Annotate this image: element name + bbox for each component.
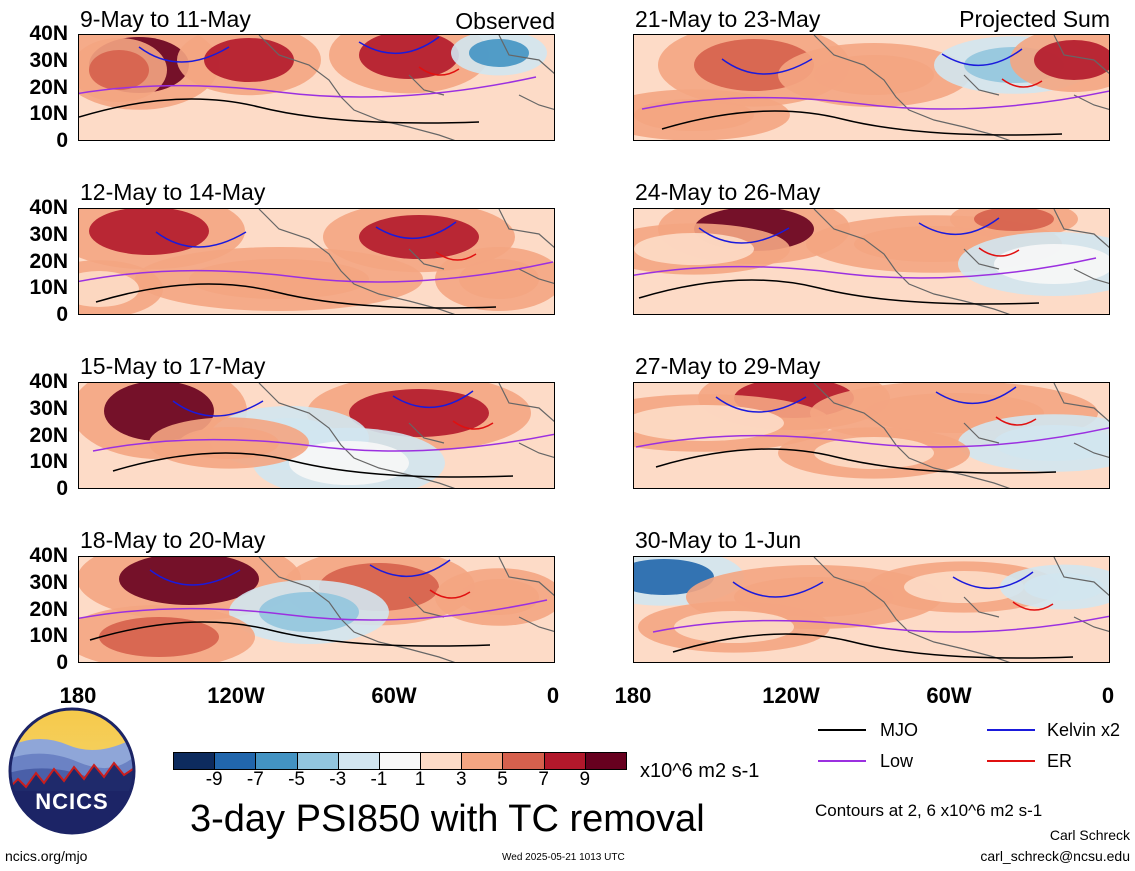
panel-title-right-2: 24-May to 26-May (635, 179, 821, 205)
lon-label-left-180: 180 (59, 683, 97, 708)
legend-label-er: ER (1047, 751, 1073, 771)
colorbar-box (461, 752, 504, 770)
lat-label-row2-0: 40N (29, 196, 68, 219)
legend-swatch-er (987, 760, 1035, 762)
colorbar-box (337, 752, 380, 770)
projected-sum-label: Projected Sum (959, 6, 1110, 32)
lat-label-row3-2: 20N (29, 423, 68, 447)
lat-label-row2-2: 20N (29, 249, 68, 273)
map-panel-left-3 (78, 382, 555, 489)
lat-label-row4-3: 10N (29, 624, 68, 648)
map-panel-right-4 (633, 556, 1110, 663)
lat-label-row1-0: 40N (29, 22, 68, 45)
legend-label-kelvin: Kelvin x2 (1047, 720, 1121, 740)
colorbar-tick-label: -7 (246, 769, 264, 790)
colorbar-box (420, 752, 463, 770)
lat-label-row3-1: 30N (29, 396, 68, 420)
panel-title-right-4: 30-May to 1-Jun (635, 527, 802, 553)
colorbar-units: x10^6 m2 s-1 (640, 760, 760, 782)
lon-label-right-180: 180 (614, 683, 652, 708)
colorbar-tick-label: 9 (579, 769, 591, 790)
panel-title-left-4: 18-May to 20-May (80, 527, 266, 553)
panel-title-left-1: 9-May to 11-May (80, 6, 251, 32)
website-link[interactable]: ncics.org/mjo (5, 848, 88, 864)
colorbar-box (255, 752, 298, 770)
lat-label-row1-1: 30N (29, 48, 68, 72)
colorbar-box (543, 752, 586, 770)
colorbar-box (584, 752, 627, 770)
timestamp: Wed 2025-05-21 1013 UTC (502, 852, 625, 863)
lat-label-row3-4: 0 (56, 477, 68, 500)
legend-swatch-low (818, 760, 866, 762)
lon-label-left-60w: 60W (371, 683, 417, 708)
lat-label-row2-1: 30N (29, 222, 68, 246)
colorbar-tick-label: 1 (414, 769, 426, 790)
colorbar-tick-label: 5 (497, 769, 508, 790)
colorbar (173, 752, 627, 770)
lat-label-row2-3: 10N (29, 276, 68, 300)
map-panel-right-3 (633, 382, 1110, 489)
map-panel-left-1 (78, 34, 555, 141)
map-panel-right-2 (633, 208, 1110, 315)
colorbar-tick-label: -1 (370, 769, 388, 790)
main-title: 3-day PSI850 with TC removal (190, 798, 705, 840)
lat-label-row4-0: 40N (29, 544, 68, 567)
legend-swatch-mjo (818, 729, 866, 731)
panel-title-left-3: 15-May to 17-May (80, 353, 266, 379)
lat-label-row1-3: 10N (29, 102, 68, 126)
lon-label-left-120w: 120W (207, 683, 265, 708)
lat-label-row2-4: 0 (56, 303, 68, 326)
lon-label-right-120w: 120W (762, 683, 820, 708)
lat-label-row4-2: 20N (29, 597, 68, 621)
lat-label-row4-4: 0 (56, 651, 68, 674)
map-panel-left-4 (78, 556, 555, 663)
panel-title-right-1: 21-May to 23-May (635, 6, 821, 32)
colorbar-tick-label: 3 (455, 769, 467, 790)
colorbar-box (378, 752, 422, 770)
author-email: carl_schreck@ncsu.edu (980, 848, 1130, 864)
colorbar-tick-label: -5 (288, 769, 305, 790)
panel-title-left-2: 12-May to 14-May (80, 179, 266, 205)
lat-label-row1-4: 0 (56, 129, 68, 152)
colorbar-box (502, 752, 545, 770)
contours-note: Contours at 2, 6 x10^6 m2 s-1 (815, 801, 1043, 820)
legend-label-low: Low (880, 751, 914, 771)
logo-text: NCICS (35, 789, 109, 814)
lat-label-row4-1: 30N (29, 570, 68, 594)
map-panel-left-2 (78, 208, 555, 315)
lat-label-row3-3: 10N (29, 450, 68, 474)
observed-label: Observed (455, 8, 555, 34)
colorbar-tick-label: -9 (205, 769, 223, 790)
lon-label-left-0: 0 (546, 683, 560, 708)
lon-label-right-60w: 60W (926, 683, 972, 708)
author: Carl Schreck (1049, 827, 1130, 843)
colorbar-box (214, 752, 257, 770)
lat-label-row3-0: 40N (29, 370, 68, 393)
legend-swatch-kelvin (987, 729, 1035, 731)
legend-label-mjo: MJO (880, 720, 918, 740)
colorbar-tick-label: 7 (538, 769, 549, 790)
lon-label-right-0: 0 (1101, 683, 1115, 708)
colorbar-tick-label: -3 (329, 769, 347, 790)
lat-label-row1-2: 20N (29, 75, 68, 99)
map-panel-right-1 (633, 34, 1110, 141)
panel-title-right-3: 27-May to 29-May (635, 353, 821, 379)
colorbar-box (296, 752, 339, 770)
colorbar-box (173, 752, 216, 770)
ncics-logo: NCICS (8, 707, 136, 835)
